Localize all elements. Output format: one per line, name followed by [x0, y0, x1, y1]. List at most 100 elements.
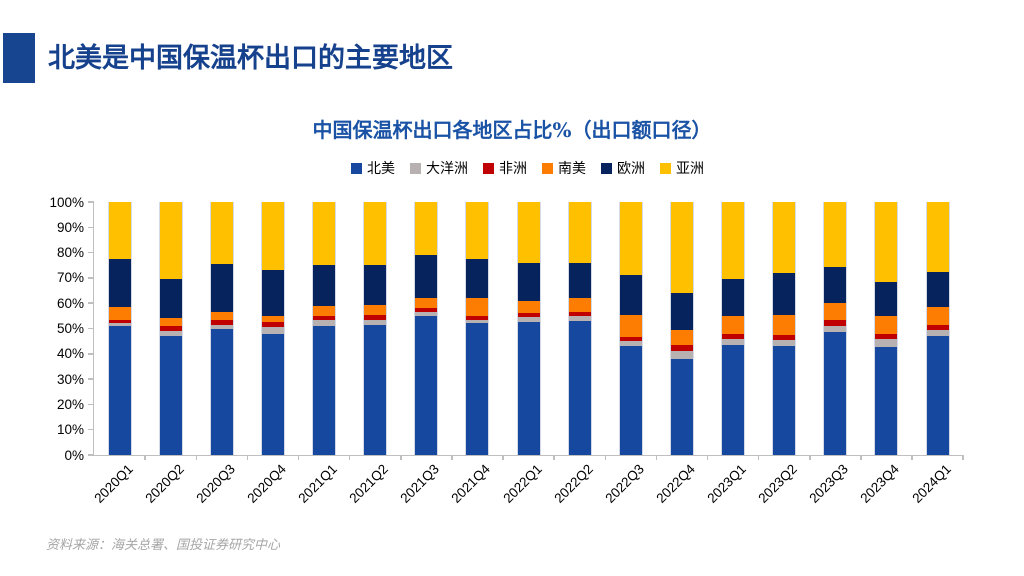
legend-label: 非洲 [499, 160, 527, 176]
y-axis-label: 60% [56, 295, 84, 311]
x-axis-label: 2022Q4 [653, 461, 698, 506]
bar-segment [159, 318, 182, 326]
bar-segment [313, 202, 336, 266]
bar-segment [466, 202, 489, 259]
bar-segment [568, 312, 591, 316]
y-axis-tick [88, 226, 94, 229]
bar-segment [670, 358, 693, 455]
bar-slot: 2021Q3 [398, 202, 453, 506]
x-axis-label: 2023Q4 [857, 461, 903, 506]
bar-segment [313, 305, 336, 316]
bar-segment [313, 315, 336, 320]
x-axis-label: 2021Q4 [448, 461, 494, 506]
y-axis-tick [88, 353, 94, 355]
bar-segment [210, 312, 233, 320]
bar-segment [926, 271, 949, 308]
plot-area: 2020Q1 2020Q2 2020Q3 2020Q4 2021Q1 2021Q2 2021… [49, 195, 964, 506]
x-axis-label: 2023Q1 [704, 461, 749, 506]
bar-slot: 2022Q3 [602, 202, 658, 506]
legend-swatch-icon [483, 162, 494, 174]
stacked-bar [925, 202, 950, 455]
bar-segment [824, 325, 847, 333]
legend-item: 大洋洲 [410, 158, 468, 178]
bar-segment [517, 322, 540, 455]
bar-segment [210, 319, 233, 325]
y-axis-tick [88, 327, 94, 330]
bar-segment [415, 202, 438, 256]
legend-swatch-icon [660, 162, 671, 174]
bar-segment [415, 312, 438, 316]
bar-segment [619, 346, 642, 455]
bar-segment [568, 202, 591, 263]
bar-segment [210, 328, 233, 455]
bar-slot: 2022Q2 [551, 202, 606, 506]
y-axis-tick [88, 277, 94, 279]
bar-segment [722, 344, 745, 455]
x-axis-tick [297, 455, 300, 460]
bar-segment [875, 202, 898, 282]
bar-segment [722, 202, 745, 280]
y-axis-label: 0% [64, 447, 84, 463]
bar-segment [568, 298, 591, 313]
bar-segment [159, 331, 182, 337]
stacked-bar [260, 202, 285, 455]
stacked-bar [414, 202, 439, 455]
bar-segment [159, 202, 182, 280]
stacked-bar [312, 202, 337, 455]
bar-segment [108, 258, 131, 308]
bar-segment [619, 314, 642, 338]
bar-segment [364, 202, 387, 266]
bar-segment [773, 272, 796, 315]
bar-segment [517, 313, 540, 318]
bar-slot: 2023Q2 [756, 202, 811, 506]
bar-segment [261, 315, 284, 323]
y-axis-tick [88, 454, 94, 456]
x-axis-tick [246, 455, 249, 460]
bar-segment [466, 298, 489, 316]
stacked-bar [772, 202, 797, 455]
bar-segment [568, 320, 591, 455]
bar-segment [108, 202, 131, 259]
bar-segment [722, 315, 745, 334]
legend-label: 欧洲 [617, 160, 645, 176]
bar-segment [773, 334, 796, 340]
bar-segment [415, 255, 438, 299]
x-axis-label: 2020Q4 [244, 461, 289, 506]
bar-segment [517, 300, 540, 314]
bar-segment [926, 329, 949, 337]
stacked-bar [721, 202, 746, 455]
bar-slot: 2023Q1 [704, 202, 760, 506]
bar-slot: 2020Q4 [244, 202, 300, 506]
bar-slot: 2024Q1 [909, 202, 964, 506]
bar-segment [875, 338, 898, 348]
bar-segment [517, 317, 540, 323]
bar-segment [722, 279, 745, 316]
x-axis-tick [809, 455, 811, 460]
stacked-bar [874, 202, 899, 455]
bar-segment [415, 298, 438, 309]
bar-segment [313, 319, 336, 326]
legend-label: 大洋洲 [426, 160, 468, 176]
bar-segment [824, 266, 847, 304]
x-axis-tick [400, 455, 402, 460]
bar-slot: 2022Q4 [653, 202, 709, 506]
bar-segment [568, 315, 591, 321]
bar-segment [517, 202, 540, 263]
bar-segment [722, 338, 745, 345]
bar-segment [926, 336, 949, 455]
y-axis-tick [88, 251, 94, 254]
stacked-bar [618, 202, 643, 455]
y-axis-label: 30% [56, 371, 84, 387]
bar-segment [159, 279, 182, 319]
y-axis-label: 100% [49, 194, 84, 210]
legend-item: 北美 [351, 158, 395, 178]
bar-segment [210, 324, 233, 329]
x-axis-label: 2023Q3 [806, 461, 852, 506]
bar-slot: 2021Q2 [347, 202, 402, 506]
stacked-bar [516, 202, 541, 455]
bar-segment [364, 304, 387, 315]
bar-segment [108, 319, 131, 324]
bar-segment [926, 202, 949, 272]
bar-segment [875, 347, 898, 455]
x-axis-tick [757, 455, 760, 460]
